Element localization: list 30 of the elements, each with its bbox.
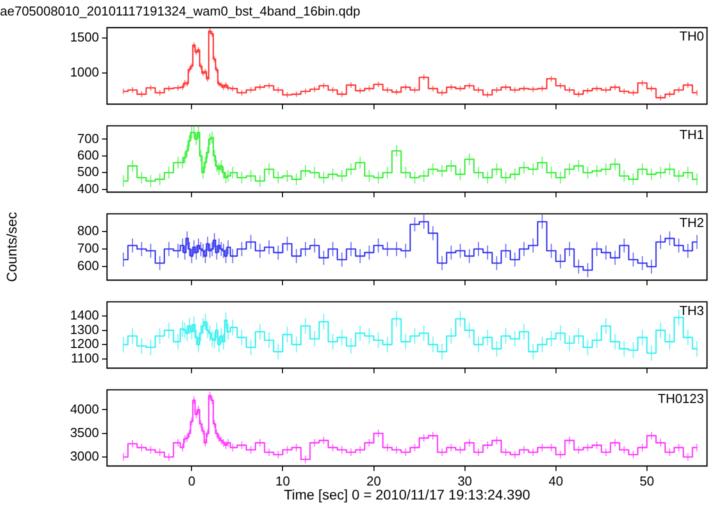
y-tick-label: 4000: [70, 401, 99, 416]
annotation: TH3: [679, 302, 704, 318]
y-tick-label: 1200: [70, 336, 99, 352]
x-tick-label: 50: [640, 473, 654, 488]
annotation: TH0: [679, 28, 704, 44]
x-tick-label: 20: [366, 473, 381, 488]
chart-title: ae705008010_20101117191324_wam0_bst_4band_16bin.qdp: [0, 3, 360, 18]
y-tick-label: 600: [77, 258, 99, 274]
y-tick-label: 800: [77, 222, 99, 238]
y-tick-label: 1100: [71, 350, 99, 366]
x-tick-label: 40: [548, 473, 564, 488]
y-tick-label: 700: [77, 130, 99, 146]
y-tick-label: 3500: [70, 424, 99, 440]
y-tick-label: 500: [77, 164, 99, 180]
x-tick-label: 30: [458, 473, 472, 488]
x-tick-label: 10: [275, 473, 290, 488]
y-tick-label: 3000: [70, 448, 99, 464]
annotation: TH2: [679, 214, 704, 230]
y-axis-title: Counts/sec: [3, 212, 20, 282]
y-tick-label: 1300: [70, 322, 99, 337]
y-tick-label: 1400: [70, 308, 99, 323]
x-axis-title: Time [sec] 0 = 2010/11/17 19:13:24.390: [284, 486, 530, 502]
y-tick-label: 1000: [70, 64, 99, 80]
y-tick-label: 700: [77, 240, 99, 256]
annotation: TH1: [679, 126, 704, 142]
annotation: TH0123: [658, 390, 704, 406]
y-tick-label: 400: [77, 180, 99, 196]
x-tick-label: 0: [188, 473, 196, 488]
y-tick-label: 1500: [70, 30, 99, 45]
y-tick-label: 600: [77, 147, 99, 162]
